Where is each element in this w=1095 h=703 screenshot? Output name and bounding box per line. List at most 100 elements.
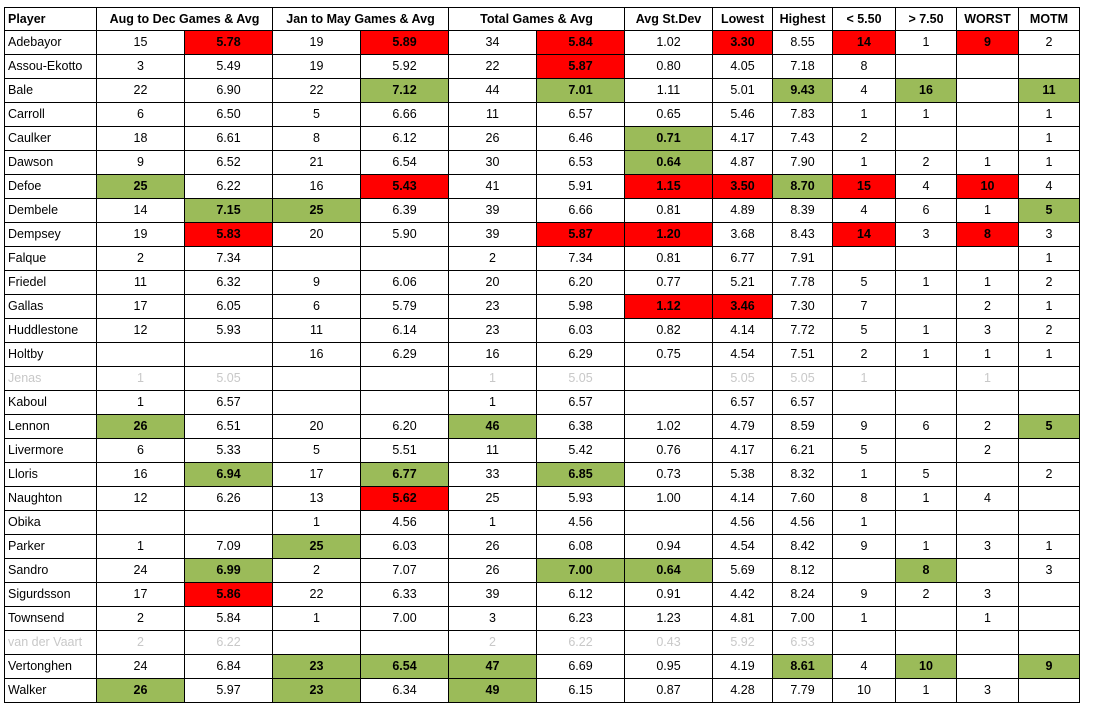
lowest-cell: 5.46 xyxy=(712,102,773,127)
total-games-cell: 47 xyxy=(448,654,537,679)
avg-stdev-cell xyxy=(624,366,713,391)
over-7-50-cell: 10 xyxy=(895,654,957,679)
lowest-cell: 5.21 xyxy=(712,270,773,295)
highest-cell: 7.83 xyxy=(772,102,833,127)
total-games-cell: 20 xyxy=(448,270,537,295)
header-over-7-50: > 7.50 xyxy=(895,7,957,31)
aug-dec-games-cell: 2 xyxy=(96,630,185,655)
table-row: Naughton 12 6.26 13 5.62 25 5.93 1.00 4.14 7.60 8 1… xyxy=(4,486,1080,511)
player-stats-table: Player Aug to Dec Games & Avg Jan to May… xyxy=(4,7,1080,703)
jan-may-games-cell: 20 xyxy=(272,222,361,247)
aug-dec-games-cell: 16 xyxy=(96,462,185,487)
player-name-cell: van der Vaart xyxy=(4,630,97,655)
aug-dec-avg-cell: 6.99 xyxy=(184,558,273,583)
player-name-cell: Jenas xyxy=(4,366,97,391)
motm-cell: 2 xyxy=(1018,30,1080,55)
aug-dec-games-cell: 12 xyxy=(96,486,185,511)
jan-may-games-cell: 9 xyxy=(272,270,361,295)
over-7-50-cell: 2 xyxy=(895,150,957,175)
player-name-cell: Dembele xyxy=(4,198,97,223)
highest-cell: 6.57 xyxy=(772,390,833,415)
aug-dec-avg-cell: 6.26 xyxy=(184,486,273,511)
jan-may-avg-cell: 7.00 xyxy=(360,606,449,631)
header-player: Player xyxy=(4,7,97,31)
total-avg-cell: 6.29 xyxy=(536,342,625,367)
motm-cell: 9 xyxy=(1018,654,1080,679)
over-7-50-cell: 5 xyxy=(895,462,957,487)
aug-dec-games-cell: 15 xyxy=(96,30,185,55)
total-games-cell: 23 xyxy=(448,294,537,319)
avg-stdev-cell: 1.11 xyxy=(624,78,713,103)
player-name-cell: Caulker xyxy=(4,126,97,151)
worst-cell xyxy=(956,54,1019,79)
total-games-cell: 11 xyxy=(448,102,537,127)
jan-may-avg-cell: 6.29 xyxy=(360,342,449,367)
lowest-cell: 3.30 xyxy=(712,30,773,55)
over-7-50-cell: 1 xyxy=(895,30,957,55)
avg-stdev-cell: 0.65 xyxy=(624,102,713,127)
worst-cell: 3 xyxy=(956,534,1019,559)
motm-cell xyxy=(1018,630,1080,655)
aug-dec-games-cell: 2 xyxy=(96,246,185,271)
player-name-cell: Walker xyxy=(4,678,97,703)
jan-may-avg-cell xyxy=(360,630,449,655)
jan-may-games-cell: 22 xyxy=(272,582,361,607)
table-row: Carroll 6 6.50 5 6.66 11 6.57 0.65 5.46 7.83 1 1 1 xyxy=(4,102,1080,127)
player-name-cell: Dawson xyxy=(4,150,97,175)
motm-cell: 2 xyxy=(1018,462,1080,487)
lowest-cell: 4.54 xyxy=(712,534,773,559)
table-row: Townsend 2 5.84 1 7.00 3 6.23 1.23 4.81 7.00 1 1 xyxy=(4,606,1080,631)
aug-dec-avg-cell: 6.22 xyxy=(184,174,273,199)
over-7-50-cell: 6 xyxy=(895,414,957,439)
motm-cell: 1 xyxy=(1018,342,1080,367)
player-name-cell: Friedel xyxy=(4,270,97,295)
jan-may-games-cell: 16 xyxy=(272,342,361,367)
total-games-cell: 26 xyxy=(448,534,537,559)
jan-may-games-cell: 11 xyxy=(272,318,361,343)
highest-cell: 5.05 xyxy=(772,366,833,391)
player-name-cell: Adebayor xyxy=(4,30,97,55)
highest-cell: 7.18 xyxy=(772,54,833,79)
highest-cell: 7.78 xyxy=(772,270,833,295)
total-avg-cell: 6.46 xyxy=(536,126,625,151)
worst-cell xyxy=(956,78,1019,103)
under-5-50-cell: 1 xyxy=(832,102,896,127)
jan-may-games-cell xyxy=(272,630,361,655)
under-5-50-cell: 1 xyxy=(832,462,896,487)
aug-dec-games-cell: 18 xyxy=(96,126,185,151)
over-7-50-cell xyxy=(895,294,957,319)
over-7-50-cell: 1 xyxy=(895,102,957,127)
avg-stdev-cell xyxy=(624,390,713,415)
jan-may-games-cell: 22 xyxy=(272,78,361,103)
over-7-50-cell: 1 xyxy=(895,342,957,367)
motm-cell: 5 xyxy=(1018,414,1080,439)
under-5-50-cell: 1 xyxy=(832,510,896,535)
motm-cell: 1 xyxy=(1018,294,1080,319)
highest-cell: 7.43 xyxy=(772,126,833,151)
aug-dec-games-cell: 26 xyxy=(96,414,185,439)
player-name-cell: Dempsey xyxy=(4,222,97,247)
jan-may-games-cell: 13 xyxy=(272,486,361,511)
lowest-cell: 4.87 xyxy=(712,150,773,175)
under-5-50-cell: 9 xyxy=(832,534,896,559)
lowest-cell: 4.14 xyxy=(712,486,773,511)
total-games-cell: 3 xyxy=(448,606,537,631)
jan-may-games-cell: 8 xyxy=(272,126,361,151)
worst-cell: 2 xyxy=(956,294,1019,319)
highest-cell: 7.51 xyxy=(772,342,833,367)
under-5-50-cell: 1 xyxy=(832,606,896,631)
table-row: Friedel 11 6.32 9 6.06 20 6.20 0.77 5.21 7.78 5 1 1 2 xyxy=(4,270,1080,295)
motm-cell: 1 xyxy=(1018,126,1080,151)
worst-cell xyxy=(956,126,1019,151)
avg-stdev-cell: 0.87 xyxy=(624,678,713,703)
over-7-50-cell: 2 xyxy=(895,582,957,607)
under-5-50-cell: 9 xyxy=(832,582,896,607)
total-games-cell: 2 xyxy=(448,630,537,655)
aug-dec-avg-cell: 6.61 xyxy=(184,126,273,151)
highest-cell: 8.12 xyxy=(772,558,833,583)
aug-dec-avg-cell: 5.49 xyxy=(184,54,273,79)
motm-cell: 3 xyxy=(1018,222,1080,247)
motm-cell: 1 xyxy=(1018,150,1080,175)
worst-cell: 9 xyxy=(956,30,1019,55)
motm-cell xyxy=(1018,390,1080,415)
